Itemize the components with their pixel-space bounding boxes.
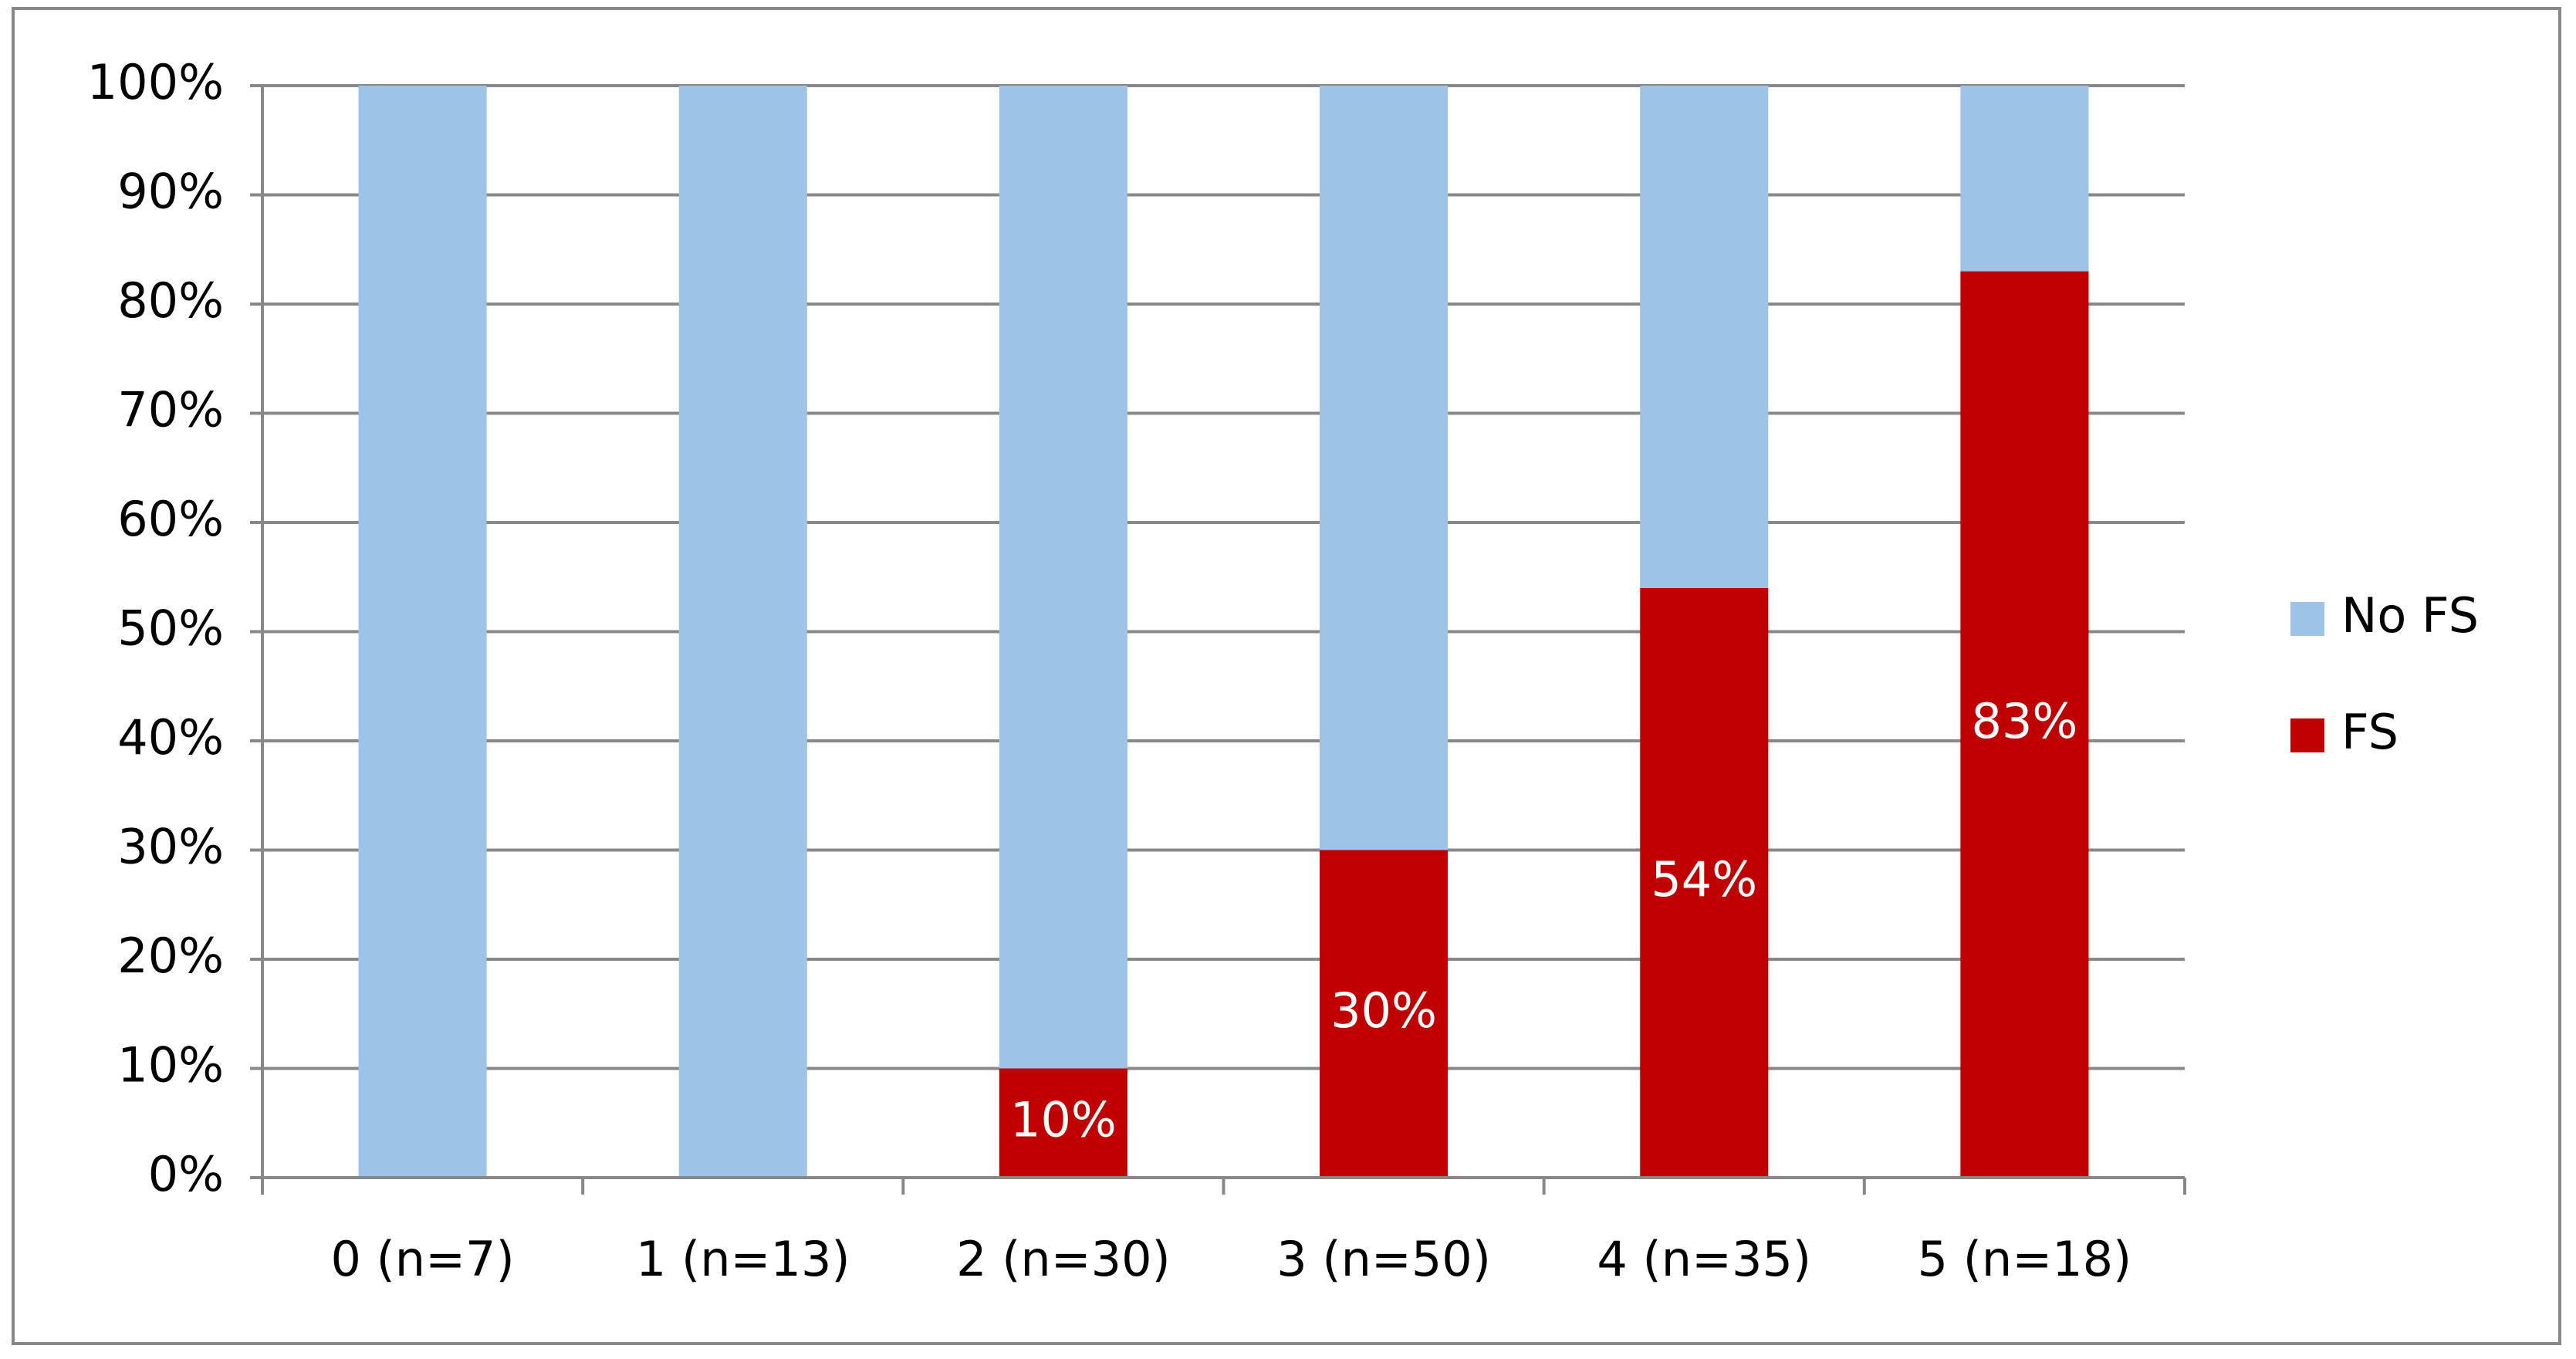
bar-segment bbox=[1960, 271, 2089, 1178]
legend-swatch bbox=[2290, 602, 2324, 636]
bar-segment bbox=[358, 86, 487, 1178]
bar-segment bbox=[1640, 86, 1769, 588]
legend-label: No FS bbox=[2341, 587, 2479, 644]
data-label: 54% bbox=[1651, 851, 1757, 908]
bar-segment bbox=[999, 86, 1127, 1069]
bar-segment bbox=[1320, 850, 1449, 1178]
y-tick-label: 80% bbox=[117, 272, 224, 329]
y-tick-label: 70% bbox=[117, 382, 224, 438]
data-label: 30% bbox=[1330, 982, 1437, 1039]
x-tick-label: 2 (n=30) bbox=[956, 1231, 1171, 1287]
x-tick-label: 4 (n=35) bbox=[1597, 1231, 1811, 1287]
bar-segment bbox=[1960, 86, 2089, 272]
legend-label: FS bbox=[2341, 704, 2399, 760]
y-tick-label: 90% bbox=[117, 164, 224, 220]
x-tick-label: 0 (n=7) bbox=[330, 1231, 514, 1287]
x-tick-label: 1 (n=13) bbox=[636, 1231, 850, 1287]
bar-segment bbox=[678, 86, 807, 1178]
y-tick-label: 60% bbox=[117, 491, 224, 547]
bar-segment bbox=[999, 1068, 1127, 1178]
y-tick-label: 50% bbox=[117, 600, 224, 657]
data-label: 83% bbox=[1972, 693, 2078, 749]
bar-segment bbox=[1320, 86, 1449, 850]
y-tick-label: 100% bbox=[87, 54, 224, 110]
x-tick-label: 3 (n=50) bbox=[1276, 1231, 1491, 1287]
legend-swatch bbox=[2290, 718, 2324, 752]
y-tick-label: 10% bbox=[117, 1037, 224, 1094]
bar-segment bbox=[1640, 587, 1769, 1178]
y-tick-label: 0% bbox=[148, 1146, 224, 1202]
x-tick-label: 5 (n=18) bbox=[1918, 1231, 2132, 1287]
y-tick-label: 20% bbox=[117, 928, 224, 984]
y-tick-label: 40% bbox=[117, 709, 224, 766]
y-tick-label: 30% bbox=[117, 819, 224, 875]
data-label: 10% bbox=[1010, 1091, 1117, 1148]
